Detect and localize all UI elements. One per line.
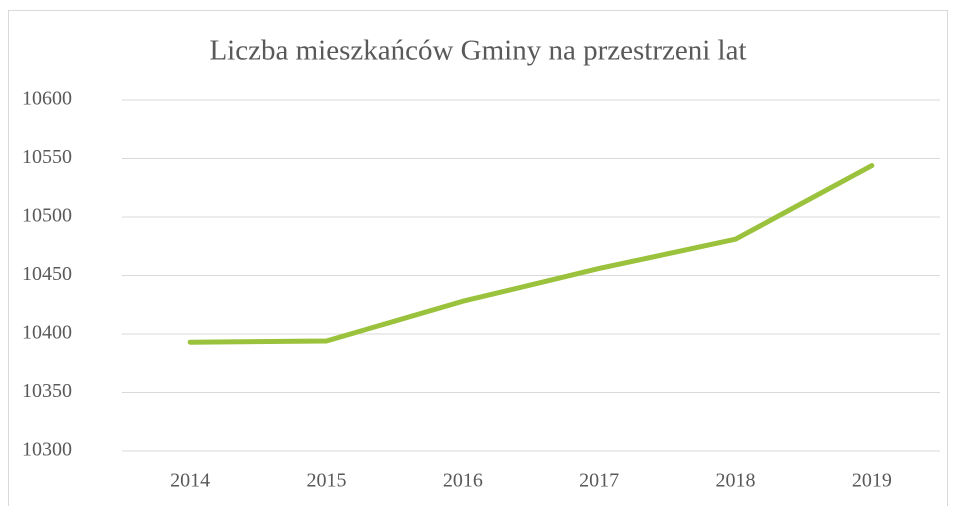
chart-title: Liczba mieszkańców Gminy na przestrzeni … (209, 35, 746, 67)
y-tick-label: 10550 (22, 146, 72, 168)
x-tick-label: 2017 (579, 470, 619, 492)
y-tick-label: 10500 (22, 205, 72, 227)
x-tick-label: 2019 (852, 470, 892, 492)
x-tick-label: 2016 (443, 470, 483, 492)
y-tick-label: 10350 (22, 380, 72, 402)
y-tick-label: 10600 (22, 88, 72, 110)
y-tick-label: 10300 (22, 439, 72, 461)
y-tick-label: 10450 (22, 263, 72, 285)
chart-border (8, 10, 948, 506)
x-tick-label: 2015 (307, 470, 347, 492)
x-tick-label: 2018 (716, 470, 756, 492)
y-tick-label: 10400 (22, 322, 72, 344)
line-series (187, 163, 875, 345)
x-tick-label: 2014 (170, 470, 210, 492)
